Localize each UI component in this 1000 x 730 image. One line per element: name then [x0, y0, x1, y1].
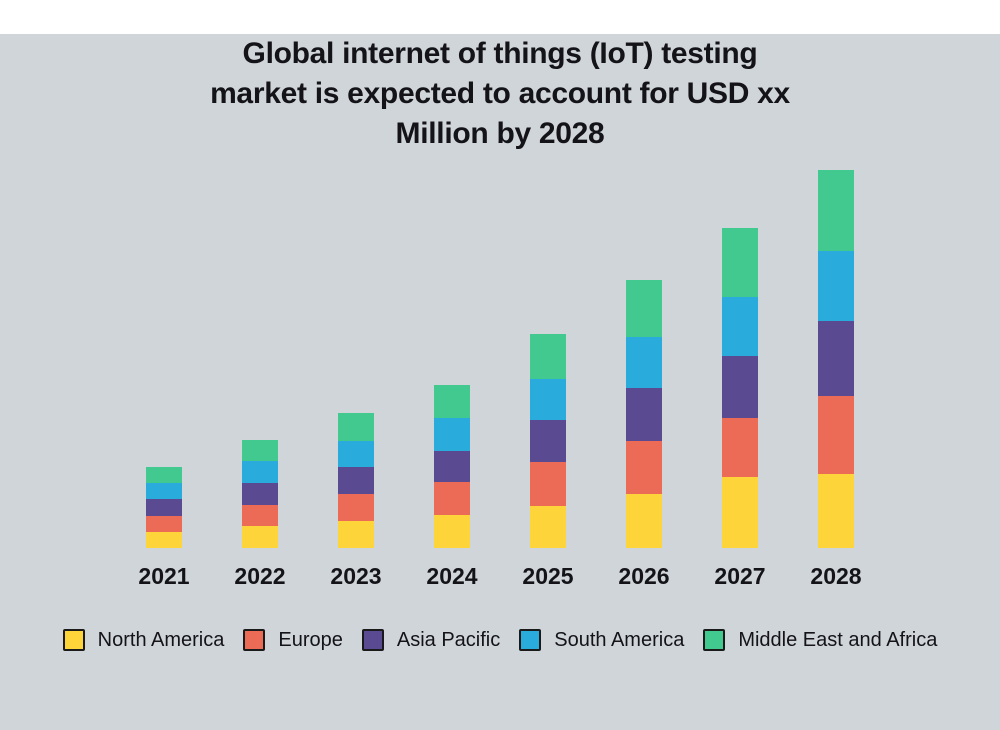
legend-swatch-asia-pacific: [361, 629, 384, 651]
stacked-bar-2025[interactable]: [530, 334, 566, 548]
stacked-bar-2026[interactable]: [626, 280, 662, 548]
bar-segment-europe-2028[interactable]: [818, 396, 854, 474]
bar-segment-north-america-2022[interactable]: [242, 526, 278, 548]
bar-segment-asia-pacific-2023[interactable]: [338, 467, 374, 494]
x-axis-label-2023: 2023: [330, 563, 382, 589]
bar-segment-south-america-2023[interactable]: [338, 441, 374, 467]
legend-label-middle-east-and-africa: Middle East and Africa: [738, 629, 938, 651]
bar-segment-middle-east-and-africa-2025[interactable]: [530, 334, 566, 379]
bar-segment-south-america-2021[interactable]: [146, 483, 182, 499]
bar-segment-middle-east-and-africa-2024[interactable]: [434, 385, 470, 418]
bar-group-2021: 2021: [119, 467, 209, 590]
bar-segment-europe-2024[interactable]: [434, 482, 470, 515]
x-axis-label-2027: 2027: [714, 563, 766, 589]
bar-segment-north-america-2027[interactable]: [722, 477, 758, 548]
bar-group-2025: 2025: [503, 334, 593, 590]
bar-segment-south-america-2025[interactable]: [530, 379, 566, 420]
legend-swatch-north-america: [62, 629, 85, 651]
legend-label-europe: Europe: [278, 629, 343, 651]
legend-label-north-america: North America: [97, 629, 225, 651]
stacked-bar-2024[interactable]: [434, 385, 470, 548]
stacked-bar-2021[interactable]: [146, 467, 182, 548]
bar-segment-europe-2025[interactable]: [530, 462, 566, 506]
x-axis-label-2025: 2025: [522, 563, 574, 589]
bar-group-2026: 2026: [599, 280, 689, 590]
bar-segment-middle-east-and-africa-2023[interactable]: [338, 413, 374, 441]
bar-segment-asia-pacific-2024[interactable]: [434, 451, 470, 482]
bar-segment-middle-east-and-africa-2021[interactable]: [146, 467, 182, 483]
bar-segment-middle-east-and-africa-2022[interactable]: [242, 440, 278, 461]
bar-segment-north-america-2025[interactable]: [530, 506, 566, 548]
legend-label-south-america: South America: [554, 629, 685, 651]
bar-group-2023: 2023: [311, 413, 401, 590]
stacked-bar-2023[interactable]: [338, 413, 374, 548]
bar-segment-middle-east-and-africa-2026[interactable]: [626, 280, 662, 337]
bar-segment-north-america-2021[interactable]: [146, 532, 182, 548]
bar-segment-south-america-2022[interactable]: [242, 461, 278, 483]
bar-segment-asia-pacific-2028[interactable]: [818, 321, 854, 396]
legend-item-middle-east-and-africa[interactable]: Middle East and Africa: [703, 627, 937, 653]
bar-segment-middle-east-and-africa-2028[interactable]: [818, 170, 854, 251]
x-axis-label-2022: 2022: [234, 563, 286, 589]
bar-segment-europe-2022[interactable]: [242, 505, 278, 526]
bar-segment-south-america-2026[interactable]: [626, 337, 662, 388]
bar-segment-south-america-2027[interactable]: [722, 297, 758, 356]
bar-segment-europe-2021[interactable]: [146, 516, 182, 532]
legend-swatch-europe: [243, 629, 266, 651]
legend-label-asia-pacific: Asia Pacific: [396, 629, 501, 651]
chart-title-line-1: Global internet of things (IoT) testing: [242, 37, 758, 70]
x-axis-label-2028: 2028: [810, 563, 862, 589]
bar-segment-asia-pacific-2021[interactable]: [146, 499, 182, 516]
bar-group-2022: 2022: [215, 440, 305, 590]
bar-group-2027: 2027: [695, 228, 785, 590]
bar-group-2024: 2024: [407, 385, 497, 590]
legend-item-north-america[interactable]: North America: [62, 627, 225, 653]
bar-segment-asia-pacific-2025[interactable]: [530, 420, 566, 462]
bar-segment-europe-2027[interactable]: [722, 418, 758, 477]
legend-item-south-america[interactable]: South America: [519, 627, 684, 653]
stacked-bar-2022[interactable]: [242, 440, 278, 548]
chart-title: Global internet of things (IoT) testing …: [90, 34, 910, 154]
bar-segment-north-america-2024[interactable]: [434, 515, 470, 548]
bar-segment-asia-pacific-2022[interactable]: [242, 483, 278, 505]
bar-segment-middle-east-and-africa-2027[interactable]: [722, 228, 758, 297]
bar-segment-asia-pacific-2026[interactable]: [626, 388, 662, 441]
x-axis-label-2021: 2021: [138, 563, 190, 589]
bar-segment-south-america-2028[interactable]: [818, 251, 854, 321]
chart-title-line-3: Million by 2028: [395, 117, 605, 150]
bar-segment-europe-2023[interactable]: [338, 494, 374, 521]
x-axis-label-2024: 2024: [426, 563, 478, 589]
bar-segment-south-america-2024[interactable]: [434, 418, 470, 451]
bar-segment-north-america-2023[interactable]: [338, 521, 374, 548]
stacked-bar-2028[interactable]: [818, 170, 854, 548]
bar-group-2028: 2028: [791, 170, 881, 590]
legend: North America Europe Asia Pacific South Ame…: [0, 627, 1000, 653]
x-axis-label-2026: 2026: [618, 563, 670, 589]
legend-item-europe[interactable]: Europe: [243, 627, 343, 653]
legend-item-asia-pacific[interactable]: Asia Pacific: [361, 627, 501, 653]
legend-swatch-middle-east-and-africa: [703, 629, 726, 651]
legend-swatch-south-america: [519, 629, 542, 651]
bar-segment-asia-pacific-2027[interactable]: [722, 356, 758, 418]
bar-segment-europe-2026[interactable]: [626, 441, 662, 494]
plot-area: 2021 2022 2023 2024 2025 2026 2027 2028: [119, 170, 881, 590]
bar-segment-north-america-2028[interactable]: [818, 474, 854, 548]
infographic-page: Global internet of things (IoT) testing …: [0, 34, 1000, 730]
chart-title-line-2: market is expected to account for USD xx: [210, 77, 790, 110]
stacked-bar-2027[interactable]: [722, 228, 758, 548]
bar-segment-north-america-2026[interactable]: [626, 494, 662, 548]
